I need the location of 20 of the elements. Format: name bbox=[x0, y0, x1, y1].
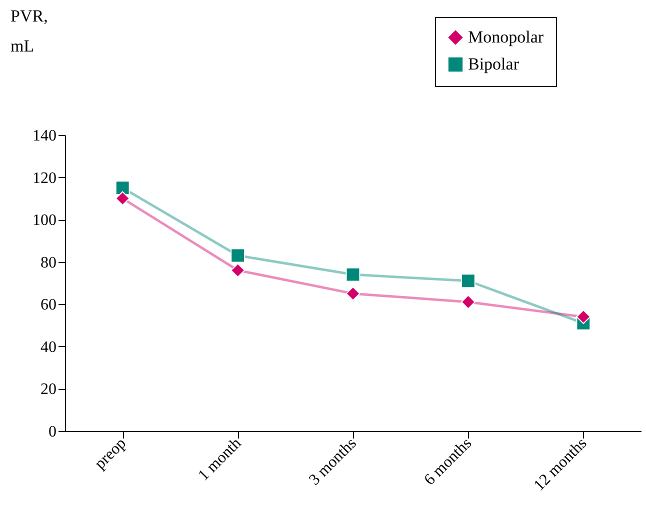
point bbox=[346, 286, 360, 301]
point bbox=[346, 267, 360, 282]
point bbox=[460, 294, 476, 310]
y-tick-label: 80 bbox=[40, 254, 56, 272]
y-tick-label: 0 bbox=[48, 424, 56, 440]
y-axis-title: PVR, mL bbox=[10, 6, 48, 56]
point bbox=[230, 263, 246, 278]
point bbox=[460, 274, 476, 288]
point bbox=[576, 310, 591, 324]
y-tick-label: 100 bbox=[32, 212, 56, 230]
point bbox=[115, 180, 130, 196]
y-tick-label: 120 bbox=[32, 170, 56, 187]
point bbox=[115, 191, 130, 206]
legend-label: Bipolar bbox=[468, 54, 520, 74]
y-tick-label: 140 bbox=[32, 128, 56, 144]
y-tick-label: 40 bbox=[40, 338, 56, 356]
y-tick-label: 20 bbox=[40, 381, 56, 398]
point bbox=[230, 248, 246, 263]
y-tick-label: 60 bbox=[40, 296, 56, 314]
legend-label: Monopolar bbox=[468, 28, 544, 46]
